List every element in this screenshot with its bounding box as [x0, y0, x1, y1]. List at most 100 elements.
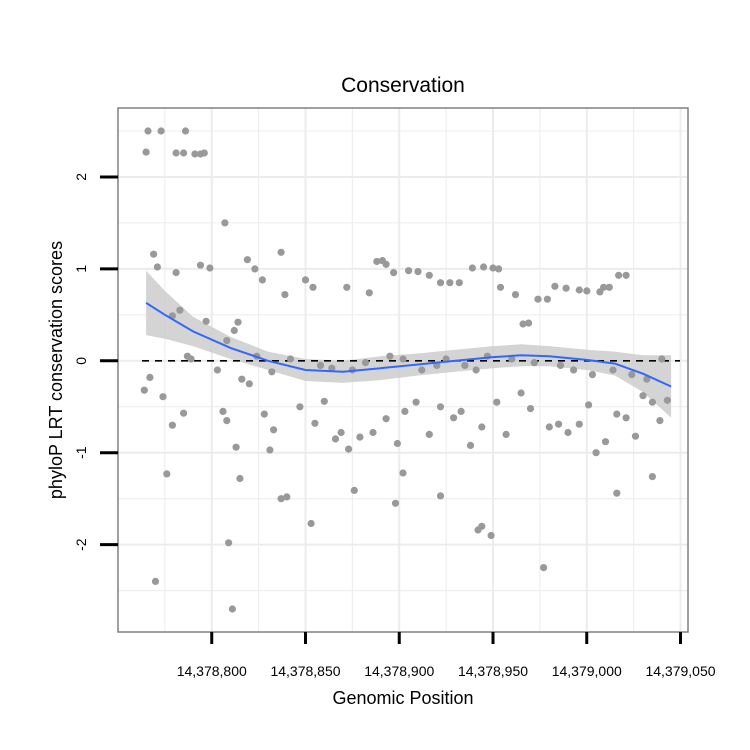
data-point	[311, 419, 319, 427]
data-point	[200, 149, 208, 157]
data-point	[622, 271, 630, 279]
data-point	[159, 393, 167, 401]
data-point	[399, 469, 407, 477]
data-point	[478, 423, 486, 431]
data-point	[219, 407, 227, 415]
data-point	[588, 371, 597, 379]
y-tick-label: -2	[73, 538, 89, 551]
smooth-curve-layer	[145, 302, 672, 388]
data-point	[337, 428, 345, 437]
data-point	[609, 366, 617, 374]
data-point	[232, 443, 240, 451]
chart-title: Conservation	[341, 74, 465, 97]
data-point	[196, 261, 205, 269]
data-point	[328, 364, 336, 372]
data-point	[150, 250, 158, 258]
data-point	[390, 269, 398, 277]
data-point	[436, 279, 445, 287]
data-point	[592, 449, 600, 457]
data-point	[369, 428, 377, 437]
data-point	[343, 283, 351, 291]
data-point	[555, 420, 563, 428]
y-tick-label: 0	[73, 357, 89, 365]
data-point	[466, 441, 475, 449]
data-point	[373, 257, 381, 266]
x-axis-title: Genomic Position	[332, 688, 473, 708]
data-point	[496, 283, 505, 291]
data-point	[142, 148, 150, 156]
data-point	[320, 397, 328, 405]
data-point	[414, 268, 422, 276]
x-tick-label: 14,378,850	[270, 663, 340, 679]
data-point	[236, 474, 244, 483]
data-point	[583, 287, 591, 295]
data-point	[493, 398, 501, 406]
data-point	[564, 428, 572, 437]
data-point	[365, 289, 373, 297]
data-point	[468, 264, 476, 272]
data-point	[663, 396, 672, 404]
data-point	[391, 499, 400, 507]
data-point	[517, 389, 525, 397]
data-point	[436, 403, 445, 411]
data-point	[480, 263, 488, 271]
data-point	[570, 366, 578, 374]
data-point	[268, 368, 276, 376]
data-point	[251, 265, 259, 273]
data-point	[648, 398, 657, 406]
data-point	[172, 149, 180, 157]
data-point	[562, 284, 570, 292]
data-point	[283, 493, 291, 501]
data-point	[191, 150, 199, 158]
data-point	[613, 489, 621, 497]
data-point	[600, 283, 608, 291]
data-point	[418, 366, 426, 374]
data-point	[450, 414, 458, 422]
data-point	[412, 398, 420, 406]
data-point	[643, 375, 651, 383]
data-point	[277, 248, 285, 256]
x-tick-label: 14,379,000	[552, 663, 622, 679]
plot-panel-border	[117, 107, 689, 633]
data-point	[534, 295, 542, 303]
data-point	[543, 295, 552, 303]
data-point	[238, 375, 246, 383]
data-point	[245, 380, 253, 388]
x-tick-label: 14,378,950	[458, 663, 528, 679]
y-tick-label: -1	[73, 446, 89, 459]
data-point	[425, 271, 433, 279]
data-point	[309, 283, 317, 291]
data-point	[345, 445, 353, 453]
data-point	[551, 282, 559, 290]
data-point	[221, 219, 229, 227]
data-point	[648, 473, 657, 481]
y-tick-label: 1	[73, 265, 89, 273]
data-point	[489, 264, 497, 272]
data-point	[508, 355, 516, 363]
data-point	[656, 417, 664, 425]
data-point	[144, 127, 152, 135]
data-point	[151, 577, 160, 586]
data-point	[446, 279, 454, 287]
data-point	[180, 149, 188, 157]
data-point	[631, 432, 640, 440]
x-axis: 14,378,800 14,378,850 14,378,900 14,378,950…	[177, 632, 716, 679]
data-point	[296, 403, 304, 411]
data-point	[519, 320, 527, 328]
data-point	[405, 267, 413, 275]
data-point	[382, 260, 390, 268]
data-point	[168, 421, 176, 429]
data-point	[258, 276, 266, 284]
y-axis: 2 1 0 -1 -2	[73, 173, 118, 551]
data-point	[243, 256, 251, 264]
data-point	[270, 426, 278, 434]
data-point	[495, 265, 503, 273]
data-point	[401, 407, 409, 415]
data-point	[526, 405, 535, 413]
data-point	[307, 519, 315, 528]
data-point	[301, 276, 310, 284]
data-point	[545, 423, 553, 431]
x-tick-label: 14,379,050	[645, 663, 715, 679]
y-tick-label: 2	[73, 173, 89, 181]
